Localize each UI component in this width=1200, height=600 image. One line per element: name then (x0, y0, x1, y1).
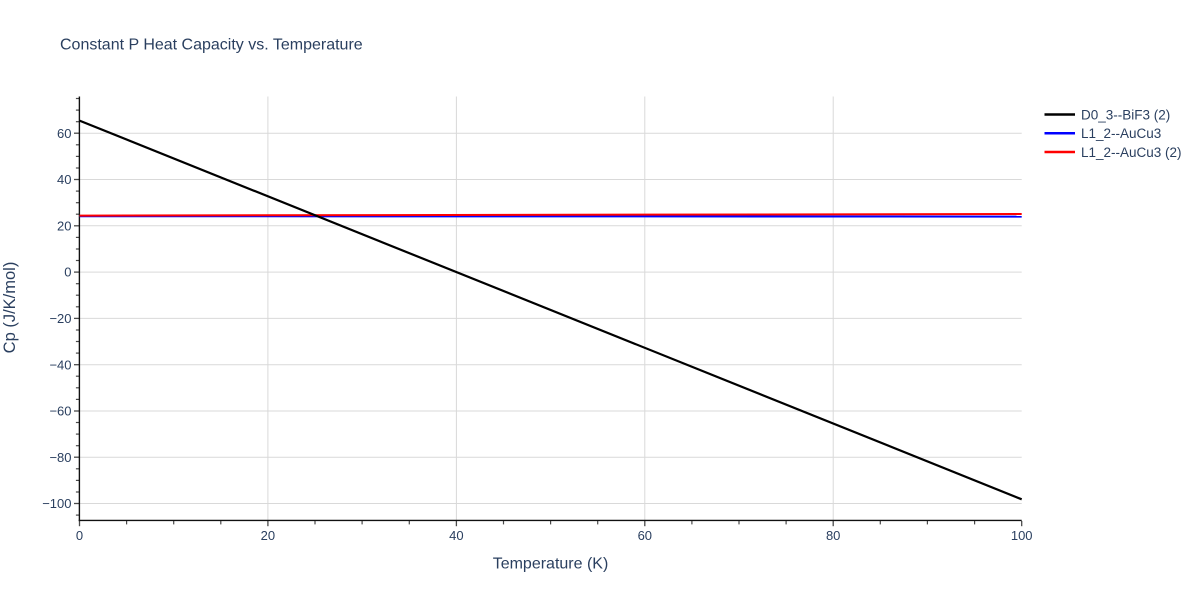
svg-text:Cp (J/K/mol): Cp (J/K/mol) (1, 262, 19, 354)
svg-text:D0_3--BiF3 (2): D0_3--BiF3 (2) (1081, 107, 1170, 122)
svg-text:−60: −60 (49, 404, 71, 419)
svg-text:Constant P Heat Capacity vs. T: Constant P Heat Capacity vs. Temperature (60, 37, 363, 54)
svg-text:0: 0 (64, 265, 71, 280)
svg-text:60: 60 (638, 528, 652, 543)
svg-text:20: 20 (57, 218, 71, 233)
svg-text:L1_2--AuCu3: L1_2--AuCu3 (1081, 126, 1161, 141)
svg-text:−80: −80 (49, 450, 71, 465)
svg-text:40: 40 (57, 172, 71, 187)
svg-text:60: 60 (57, 126, 71, 141)
svg-text:−40: −40 (49, 357, 71, 372)
svg-text:Temperature (K): Temperature (K) (493, 556, 609, 573)
svg-text:0: 0 (76, 528, 83, 543)
svg-text:80: 80 (826, 528, 840, 543)
svg-text:−20: −20 (49, 311, 71, 326)
svg-text:−100: −100 (42, 496, 71, 511)
svg-text:40: 40 (449, 528, 463, 543)
svg-text:100: 100 (1011, 528, 1033, 543)
svg-text:20: 20 (261, 528, 275, 543)
svg-text:L1_2--AuCu3 (2): L1_2--AuCu3 (2) (1081, 145, 1182, 160)
